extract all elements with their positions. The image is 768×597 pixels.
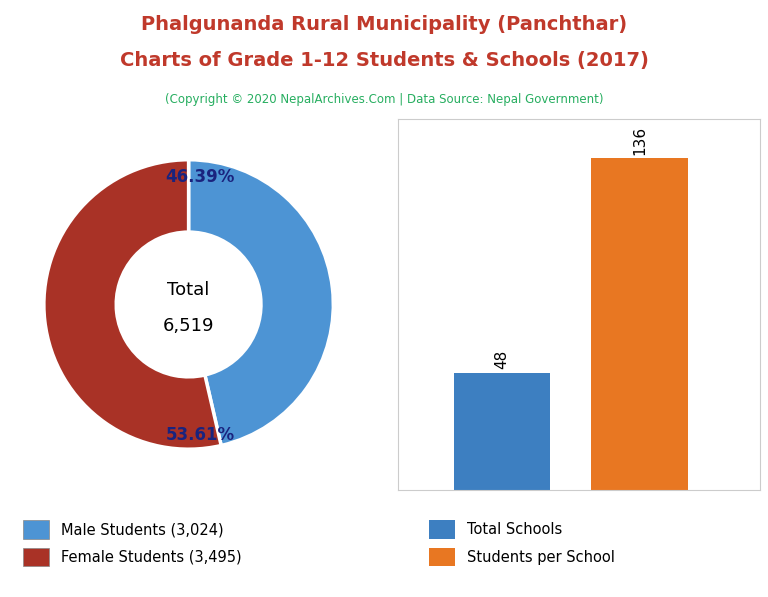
Wedge shape: [44, 160, 221, 449]
Text: Phalgunanda Rural Municipality (Panchthar): Phalgunanda Rural Municipality (Panchtha…: [141, 15, 627, 34]
Text: 53.61%: 53.61%: [166, 426, 235, 444]
Wedge shape: [189, 160, 333, 445]
Text: (Copyright © 2020 NepalArchives.Com | Data Source: Nepal Government): (Copyright © 2020 NepalArchives.Com | Da…: [165, 93, 603, 106]
Text: 48: 48: [495, 350, 509, 369]
Bar: [454, 373, 550, 490]
Text: 6,519: 6,519: [163, 317, 214, 335]
Text: 46.39%: 46.39%: [165, 168, 235, 186]
Text: 136: 136: [632, 125, 647, 155]
Text: Charts of Grade 1-12 Students & Schools (2017): Charts of Grade 1-12 Students & Schools …: [120, 51, 648, 70]
Legend: Total Schools, Students per School: Total Schools, Students per School: [429, 520, 614, 567]
Bar: [591, 158, 688, 490]
Text: Total: Total: [167, 281, 210, 299]
Legend: Male Students (3,024), Female Students (3,495): Male Students (3,024), Female Students (…: [22, 520, 241, 567]
